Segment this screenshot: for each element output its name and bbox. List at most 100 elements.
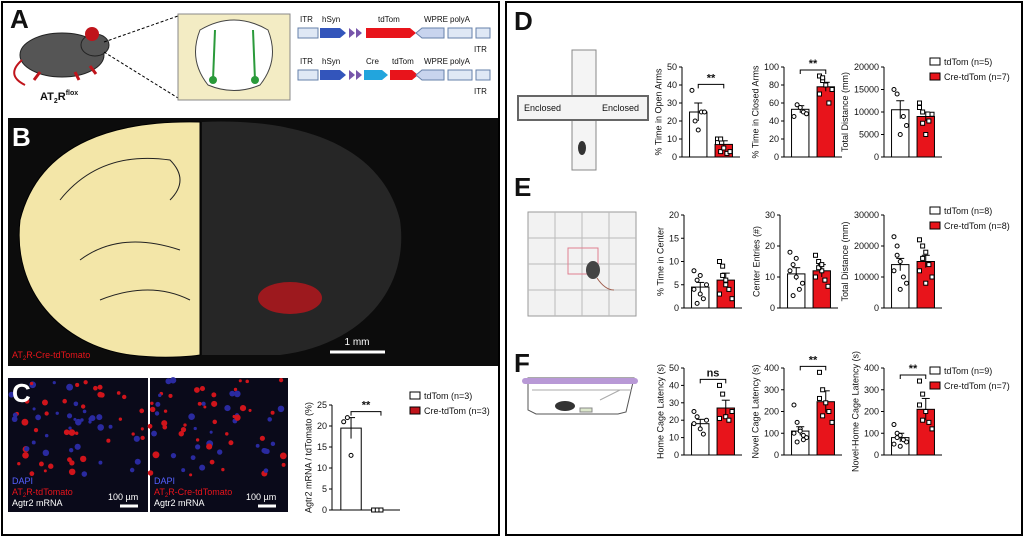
point	[702, 109, 708, 115]
cell	[33, 428, 39, 433]
cell	[68, 426, 72, 430]
point	[829, 419, 835, 425]
point	[787, 268, 793, 274]
cell	[106, 438, 111, 443]
cell	[140, 435, 145, 441]
point	[923, 132, 929, 137]
y-tick-label: 0	[674, 303, 679, 313]
point	[704, 417, 710, 423]
point	[723, 282, 729, 288]
point	[891, 441, 897, 447]
point	[920, 243, 926, 249]
cell	[183, 423, 187, 427]
cell	[209, 430, 213, 434]
cell	[163, 409, 168, 413]
cell	[217, 449, 223, 455]
t: AT	[40, 91, 54, 103]
stain-label: Agtr2 mRNA	[154, 498, 205, 508]
brain-section	[195, 19, 273, 91]
cell	[199, 464, 206, 471]
cell	[81, 471, 88, 477]
point	[796, 286, 802, 292]
point	[793, 255, 799, 261]
y-axis-label: Total Distance (mm)	[840, 221, 850, 301]
cell	[116, 391, 121, 395]
point	[694, 414, 700, 420]
cell	[195, 444, 201, 450]
point	[723, 414, 729, 420]
point	[926, 419, 932, 425]
section-half	[202, 121, 402, 355]
significance-bracket	[799, 365, 827, 371]
cell	[255, 443, 260, 448]
significance-bracket	[799, 69, 827, 74]
y-tick-label: 400	[864, 363, 879, 373]
cell	[44, 433, 49, 438]
cell	[35, 414, 41, 421]
bar	[816, 86, 835, 158]
cell	[21, 418, 29, 426]
point	[820, 387, 826, 393]
cell	[88, 420, 92, 424]
cell	[32, 407, 36, 411]
stain-label: DAPI	[12, 476, 33, 486]
y-tick-label: 20	[317, 421, 327, 431]
point	[929, 111, 935, 117]
y-tick-label: 30	[669, 398, 679, 408]
point	[894, 243, 900, 249]
cell	[41, 399, 48, 406]
point	[916, 268, 922, 274]
point	[897, 286, 903, 292]
point	[694, 300, 700, 306]
point	[929, 274, 935, 280]
injection	[251, 76, 259, 84]
t: AT	[12, 487, 23, 497]
y-tick-label: 10000	[854, 272, 879, 282]
cell	[154, 411, 160, 416]
cell	[239, 405, 247, 412]
y-tick-label: 50	[667, 62, 677, 72]
y-tick-label: 0	[874, 303, 879, 313]
cell	[150, 401, 154, 406]
point	[826, 100, 832, 106]
panel-letter: D	[514, 6, 533, 36]
cell	[63, 429, 70, 436]
cell	[44, 411, 49, 416]
y-tick-label: 15	[317, 442, 327, 452]
y-axis-label: % Time in Closed Arms	[750, 65, 760, 159]
cell	[62, 398, 67, 404]
y-tick-label: 0	[322, 505, 327, 515]
cell	[73, 417, 77, 421]
point	[920, 417, 926, 423]
cell	[278, 378, 284, 383]
cell	[66, 413, 73, 419]
y-tick-label: 30	[667, 98, 677, 108]
point	[897, 259, 903, 264]
mouse	[13, 27, 110, 86]
point	[344, 415, 350, 421]
y-tick-label: 5	[322, 484, 327, 494]
point	[378, 507, 384, 513]
point	[916, 105, 922, 110]
y-tick-label: 15000	[854, 85, 879, 95]
point	[793, 274, 799, 280]
mouse-label: AT2Rflox	[40, 90, 78, 105]
y-tick-label: 0	[874, 152, 879, 162]
point	[819, 268, 825, 274]
cell	[24, 446, 30, 452]
point	[816, 265, 822, 271]
t: R-tdTomato	[26, 487, 73, 497]
cell	[188, 413, 195, 421]
cell	[31, 440, 36, 445]
cell	[211, 400, 218, 407]
point	[716, 291, 722, 297]
cell	[168, 393, 173, 398]
point	[894, 435, 900, 441]
cell	[38, 461, 44, 467]
point	[727, 149, 733, 155]
cell	[43, 469, 47, 473]
bar	[340, 427, 362, 511]
legend-label: tdTom (n=8)	[944, 206, 992, 216]
cell	[270, 441, 276, 447]
